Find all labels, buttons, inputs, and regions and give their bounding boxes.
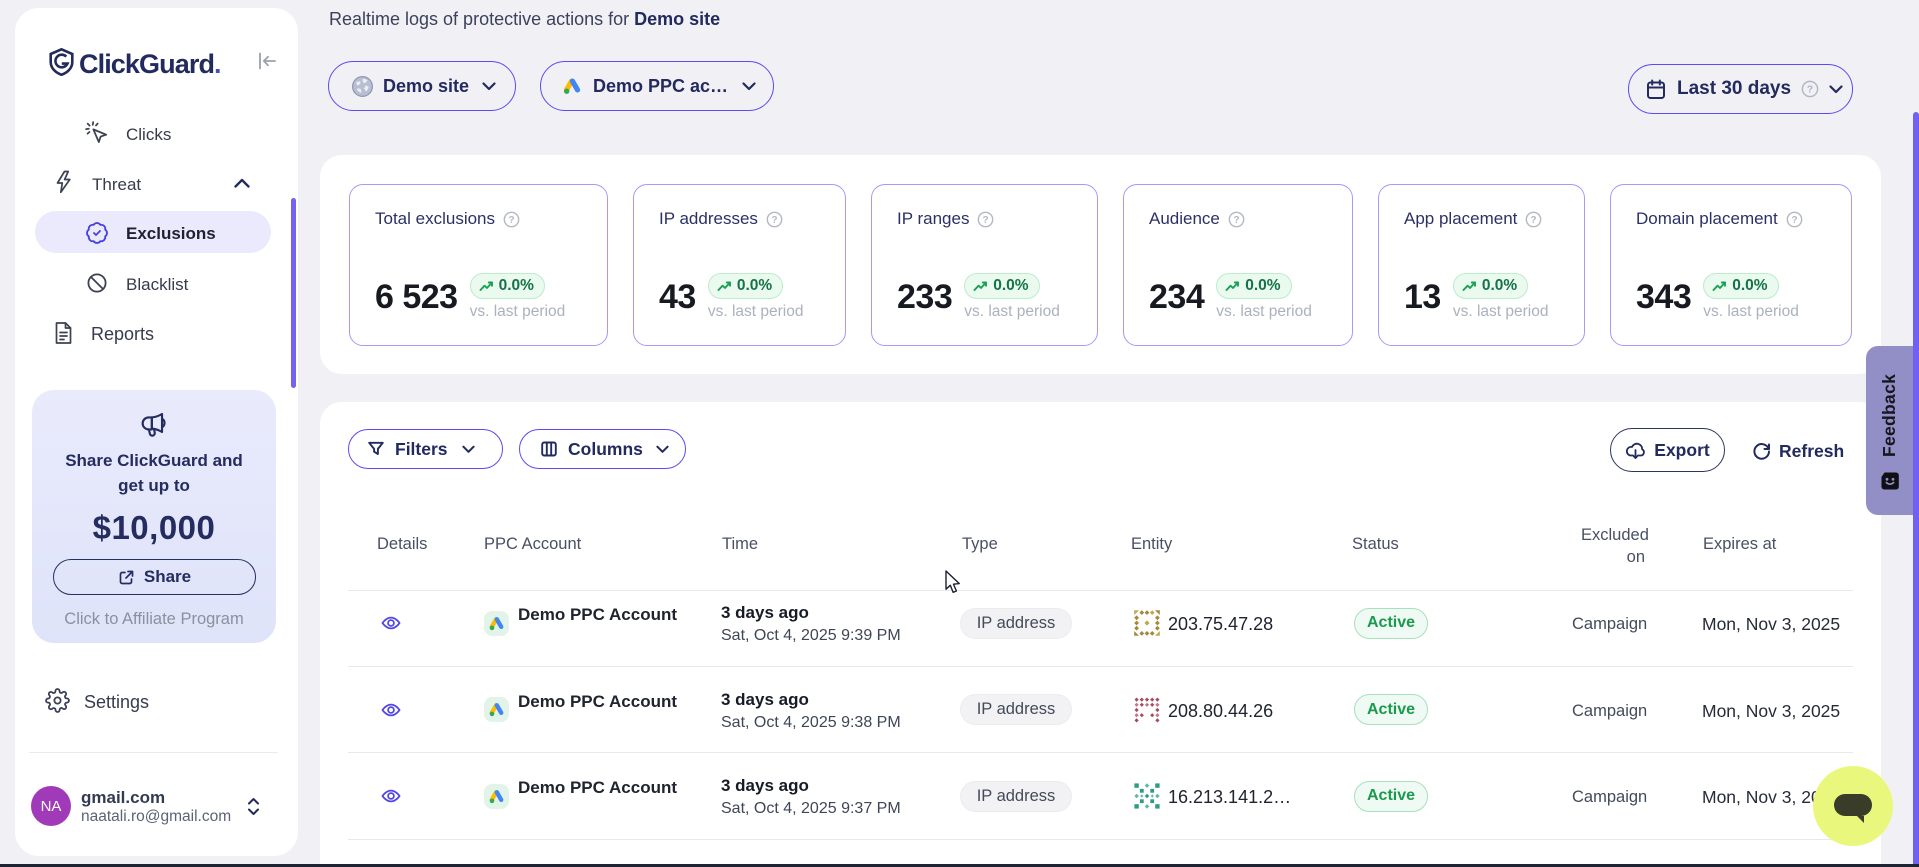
svg-text:?: ? [983, 214, 989, 225]
svg-text:?: ? [1233, 214, 1239, 225]
svg-text:?: ? [1531, 214, 1537, 225]
svg-text:?: ? [1807, 84, 1813, 96]
svg-text:?: ? [508, 214, 514, 225]
svg-text:?: ? [1791, 214, 1797, 225]
svg-text:?: ? [771, 214, 777, 225]
